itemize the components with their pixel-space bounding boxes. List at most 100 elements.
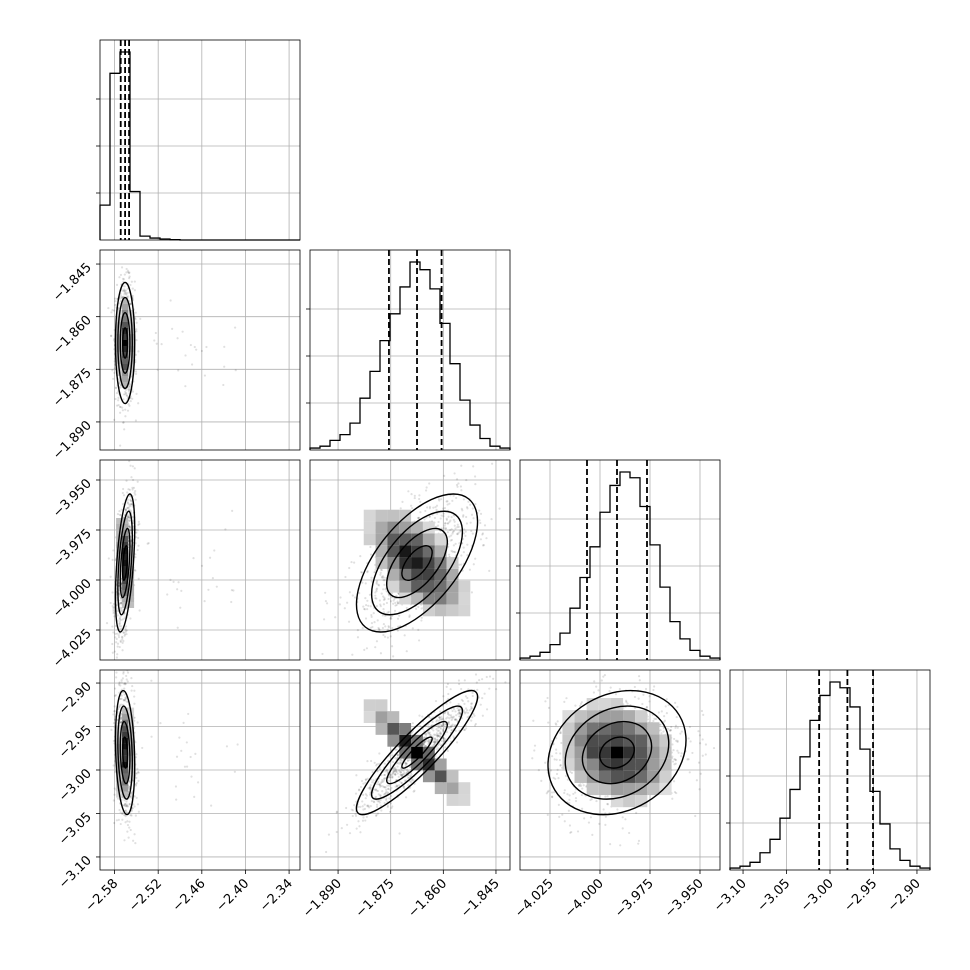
density-cell bbox=[122, 713, 129, 720]
scatter-point bbox=[402, 773, 406, 776]
scatter-point bbox=[389, 600, 393, 603]
x-tick-label: −1.875 bbox=[353, 876, 398, 921]
scatter-point bbox=[384, 625, 387, 628]
scatter-point bbox=[354, 814, 358, 817]
scatter-point bbox=[111, 604, 114, 608]
scatter-point bbox=[119, 721, 123, 724]
scatter-point bbox=[383, 579, 386, 582]
scatter-point bbox=[129, 795, 132, 798]
scatter-point bbox=[449, 701, 452, 704]
scatter-point bbox=[384, 792, 387, 795]
scatter-point bbox=[451, 716, 454, 719]
scatter-point bbox=[421, 727, 425, 731]
scatter-point bbox=[123, 428, 126, 431]
scatter-point bbox=[488, 687, 491, 690]
scatter-point bbox=[366, 760, 369, 763]
scatter-point bbox=[111, 369, 114, 372]
scatter-point bbox=[379, 794, 382, 797]
scatter-point bbox=[136, 767, 139, 770]
panel-frame bbox=[99, 459, 301, 661]
scatter-point bbox=[122, 639, 125, 643]
scatter-point bbox=[122, 631, 126, 634]
scatter-point bbox=[458, 711, 461, 714]
scatter-point bbox=[377, 583, 380, 586]
scatter-point bbox=[407, 776, 410, 780]
scatter-point bbox=[417, 639, 421, 642]
scatter-point bbox=[470, 702, 473, 705]
scatter-point bbox=[424, 744, 427, 748]
contour-level-1 bbox=[119, 527, 131, 599]
density-cell bbox=[387, 545, 400, 558]
histogram-step-1 bbox=[309, 261, 511, 450]
scatter-point bbox=[367, 806, 371, 809]
scatter-point bbox=[407, 784, 410, 787]
scatter-point bbox=[393, 597, 396, 600]
scatter-point bbox=[118, 622, 121, 625]
scatter-point bbox=[126, 506, 129, 510]
scatter-point bbox=[444, 527, 448, 530]
scatter-point bbox=[370, 576, 373, 579]
scatter-point bbox=[455, 478, 459, 481]
scatter-point bbox=[119, 717, 122, 720]
scatter-point bbox=[367, 787, 370, 790]
scatter-point bbox=[118, 624, 121, 628]
scatter-point bbox=[383, 773, 387, 777]
scatter-point bbox=[442, 507, 445, 510]
scatter-point bbox=[427, 726, 430, 729]
scatter-point bbox=[113, 694, 117, 697]
scatter-point bbox=[454, 551, 457, 554]
density-cell bbox=[128, 578, 135, 584]
scatter-point bbox=[378, 762, 381, 765]
scatter-point bbox=[110, 728, 113, 731]
y-tick-label: −4.000 bbox=[50, 576, 95, 621]
density-cell bbox=[422, 770, 435, 783]
scatter-point bbox=[194, 752, 197, 755]
scatter-point bbox=[452, 518, 455, 521]
density-cell bbox=[458, 794, 471, 806]
density-cell bbox=[122, 351, 129, 358]
scatter-point bbox=[211, 577, 214, 580]
joint-panel-3-1: −1.890 −1.875 −1.860 −1.845 bbox=[300, 669, 511, 921]
scatter-point bbox=[444, 726, 447, 730]
scatter-point bbox=[118, 667, 120, 669]
scatter-point bbox=[123, 291, 126, 294]
scatter-point bbox=[462, 532, 466, 535]
scatter-point bbox=[137, 577, 140, 580]
scatter-point bbox=[411, 722, 414, 725]
scatter-point bbox=[491, 462, 494, 465]
scatter-point bbox=[369, 545, 372, 549]
scatter-point bbox=[361, 626, 364, 630]
scatter-point bbox=[116, 718, 119, 722]
scatter-point bbox=[481, 532, 485, 535]
scatter-point bbox=[124, 392, 127, 396]
scatter-point bbox=[122, 398, 125, 401]
scatter-point bbox=[386, 791, 389, 794]
density-cell bbox=[116, 731, 123, 738]
scatter-point bbox=[390, 592, 394, 595]
scatter-point bbox=[181, 330, 184, 333]
scatter-point bbox=[128, 820, 131, 823]
scatter-point bbox=[384, 588, 387, 591]
scatter-point bbox=[396, 617, 400, 620]
scatter-point bbox=[449, 724, 453, 727]
scatter-point bbox=[121, 677, 124, 680]
scatter-point bbox=[119, 615, 122, 618]
scatter-point bbox=[137, 523, 140, 527]
density-cell bbox=[422, 545, 435, 558]
scatter-point bbox=[374, 795, 378, 798]
scatter-point bbox=[134, 772, 138, 775]
density-cell bbox=[116, 779, 123, 786]
scatter-point bbox=[117, 818, 120, 821]
density-cell bbox=[375, 699, 388, 712]
scatter-point bbox=[472, 465, 475, 468]
scatter-point bbox=[125, 271, 128, 274]
scatter-point bbox=[456, 485, 459, 488]
scatter-point bbox=[119, 601, 123, 605]
scatter-point bbox=[128, 803, 131, 806]
scatter-point bbox=[366, 608, 369, 611]
scatter-point bbox=[116, 642, 120, 645]
scatter-point bbox=[452, 529, 456, 533]
scatter-point bbox=[371, 625, 374, 629]
scatter-point bbox=[481, 697, 484, 700]
scatter-point bbox=[381, 778, 384, 782]
